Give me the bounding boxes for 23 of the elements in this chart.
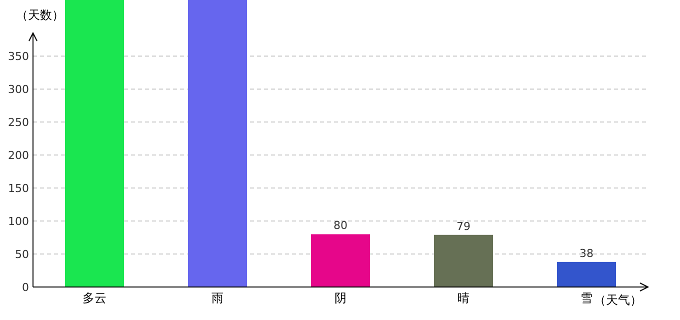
y-axis-title: （天数） (16, 8, 64, 22)
x-tick-label: 晴 (458, 291, 470, 305)
data-label: 79 (456, 220, 470, 233)
x-tick-label: 雨 (212, 291, 224, 305)
y-tick-label: 200 (8, 149, 29, 162)
bar (188, 0, 247, 287)
y-tick-label: 100 (8, 215, 29, 228)
y-tick-label: 250 (8, 116, 29, 130)
y-tick-label: 300 (8, 83, 29, 96)
x-tick-label: 阴 (334, 291, 346, 305)
x-tick-label: 多云 (82, 291, 106, 305)
bar (311, 234, 370, 287)
y-tick-label: 0 (22, 281, 29, 294)
bar (434, 234, 493, 287)
bar (557, 262, 616, 287)
x-axis-title: （天气） (594, 293, 642, 307)
y-tick-label: 50 (15, 248, 29, 262)
data-label: 80 (334, 219, 348, 232)
y-tick-label: 350 (8, 50, 29, 64)
x-tick-label: 雪 (580, 291, 592, 305)
bar (65, 0, 124, 287)
y-tick-label: 150 (8, 182, 29, 196)
data-label: 38 (580, 246, 594, 260)
